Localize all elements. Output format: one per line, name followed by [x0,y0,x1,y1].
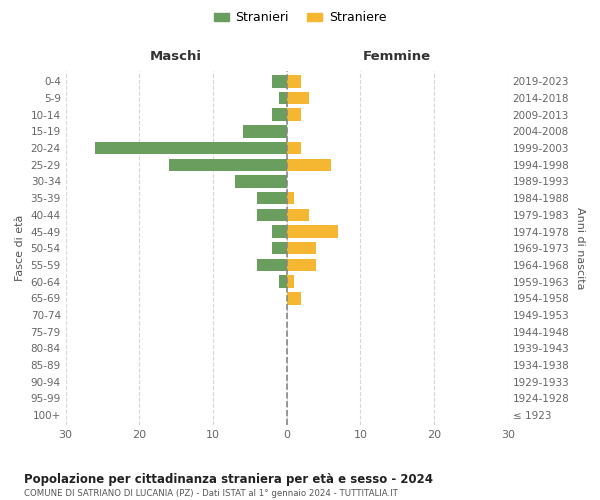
Bar [287,142,301,154]
Bar [272,226,287,238]
Bar [95,142,287,154]
Bar [257,192,287,204]
Bar [169,158,287,171]
Bar [272,242,287,254]
Bar [287,242,316,254]
Bar [280,276,287,288]
Y-axis label: Fasce di età: Fasce di età [15,215,25,282]
Bar [287,292,301,304]
Bar [287,208,309,221]
Bar [287,158,331,171]
Y-axis label: Anni di nascita: Anni di nascita [575,207,585,290]
Text: Femmine: Femmine [363,50,431,63]
Text: COMUNE DI SATRIANO DI LUCANIA (PZ) - Dati ISTAT al 1° gennaio 2024 - TUTTITALIA.: COMUNE DI SATRIANO DI LUCANIA (PZ) - Dat… [24,489,398,498]
Bar [235,175,287,188]
Bar [287,258,316,271]
Bar [272,108,287,121]
Bar [257,258,287,271]
Bar [287,75,301,88]
Bar [242,125,287,138]
Text: Popolazione per cittadinanza straniera per età e sesso - 2024: Popolazione per cittadinanza straniera p… [24,472,433,486]
Legend: Stranieri, Straniere: Stranieri, Straniere [209,6,391,29]
Bar [287,108,301,121]
Bar [287,226,338,238]
Bar [272,75,287,88]
Bar [257,208,287,221]
Text: Maschi: Maschi [150,50,202,63]
Bar [287,276,294,288]
Bar [287,192,294,204]
Bar [280,92,287,104]
Bar [287,92,309,104]
